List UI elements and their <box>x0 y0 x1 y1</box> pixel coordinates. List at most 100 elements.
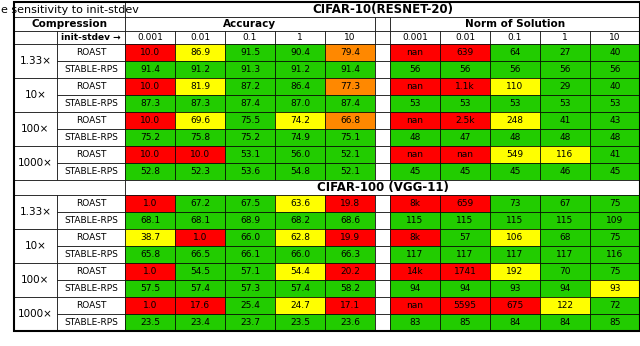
Bar <box>540 78 590 95</box>
Text: 94: 94 <box>410 284 420 293</box>
Text: ROAST: ROAST <box>76 82 106 91</box>
Text: 56: 56 <box>559 65 571 74</box>
Bar <box>175 31 225 44</box>
Bar <box>57 229 125 246</box>
Text: 1.33×: 1.33× <box>19 56 51 66</box>
Text: 85: 85 <box>460 318 471 327</box>
Bar <box>375 314 390 331</box>
Bar <box>14 112 57 146</box>
Text: 48: 48 <box>509 133 521 142</box>
Text: 27: 27 <box>559 48 571 57</box>
Text: 53.6: 53.6 <box>240 167 260 176</box>
Text: 65.8: 65.8 <box>140 250 160 259</box>
Text: 66.0: 66.0 <box>290 250 310 259</box>
Bar <box>375 78 390 95</box>
Text: 57.4: 57.4 <box>190 284 210 293</box>
Bar <box>125 31 175 44</box>
Bar <box>125 314 175 331</box>
Text: 94: 94 <box>559 284 571 293</box>
Bar <box>14 297 57 331</box>
Text: nan: nan <box>406 150 424 159</box>
Bar <box>14 31 57 44</box>
Bar <box>590 44 640 61</box>
Bar <box>225 212 275 229</box>
Bar <box>540 246 590 263</box>
Bar <box>125 112 175 129</box>
Text: 10.0: 10.0 <box>140 48 160 57</box>
Text: 2.5k: 2.5k <box>455 116 475 125</box>
Bar <box>14 229 57 263</box>
Bar <box>590 212 640 229</box>
Bar <box>125 44 175 61</box>
Text: ROAST: ROAST <box>76 301 106 310</box>
Bar <box>590 229 640 246</box>
Bar <box>57 78 125 95</box>
Text: 57.1: 57.1 <box>240 267 260 276</box>
Bar <box>175 314 225 331</box>
Bar <box>375 212 390 229</box>
Text: 46: 46 <box>559 167 571 176</box>
Bar <box>125 180 640 195</box>
Text: 62.8: 62.8 <box>290 233 310 242</box>
Text: 75.5: 75.5 <box>240 116 260 125</box>
Bar <box>375 61 390 78</box>
Bar <box>325 280 375 297</box>
Bar <box>57 146 125 163</box>
Text: 117: 117 <box>556 250 573 259</box>
Bar <box>125 195 175 212</box>
Text: 115: 115 <box>456 216 474 225</box>
Text: 1.0: 1.0 <box>143 267 157 276</box>
Bar <box>175 280 225 297</box>
Bar <box>590 31 640 44</box>
Text: 68.2: 68.2 <box>290 216 310 225</box>
Bar <box>375 146 390 163</box>
Text: CIFAR-10(RESNET-20): CIFAR-10(RESNET-20) <box>312 3 453 16</box>
Text: STABLE-RPS: STABLE-RPS <box>64 133 118 142</box>
Text: 91.3: 91.3 <box>240 65 260 74</box>
Bar <box>540 280 590 297</box>
Text: 67.2: 67.2 <box>190 199 210 208</box>
Bar <box>57 163 125 180</box>
Bar <box>590 112 640 129</box>
Bar <box>540 146 590 163</box>
Bar <box>57 263 125 280</box>
Text: 100×: 100× <box>21 124 50 134</box>
Text: ROAST: ROAST <box>76 150 106 159</box>
Bar <box>540 297 590 314</box>
Bar <box>390 78 440 95</box>
Text: 10.0: 10.0 <box>140 116 160 125</box>
Text: 84: 84 <box>559 318 571 327</box>
Bar <box>57 280 125 297</box>
Text: 53: 53 <box>460 99 471 108</box>
Bar <box>175 95 225 112</box>
Bar <box>440 146 490 163</box>
Bar <box>325 61 375 78</box>
Bar <box>540 112 590 129</box>
Text: 40: 40 <box>609 82 621 91</box>
Bar <box>390 212 440 229</box>
Bar <box>325 229 375 246</box>
Text: nan: nan <box>406 116 424 125</box>
Bar <box>14 146 57 180</box>
Bar <box>590 314 640 331</box>
Bar <box>540 44 590 61</box>
Text: 10×: 10× <box>24 90 47 100</box>
Bar <box>275 246 325 263</box>
Text: 56: 56 <box>409 65 420 74</box>
Text: STABLE-RPS: STABLE-RPS <box>64 250 118 259</box>
Text: 109: 109 <box>606 216 623 225</box>
Text: 0.1: 0.1 <box>243 33 257 42</box>
Bar <box>275 112 325 129</box>
Bar <box>225 297 275 314</box>
Bar <box>57 246 125 263</box>
Text: 45: 45 <box>509 167 521 176</box>
Bar <box>490 61 540 78</box>
Text: CIFAR-100 (VGG-11): CIFAR-100 (VGG-11) <box>317 181 449 194</box>
Bar <box>57 31 125 44</box>
Bar <box>540 31 590 44</box>
Bar <box>490 112 540 129</box>
Bar <box>125 61 175 78</box>
Bar <box>540 129 590 146</box>
Text: 1741: 1741 <box>454 267 476 276</box>
Bar <box>125 78 175 95</box>
